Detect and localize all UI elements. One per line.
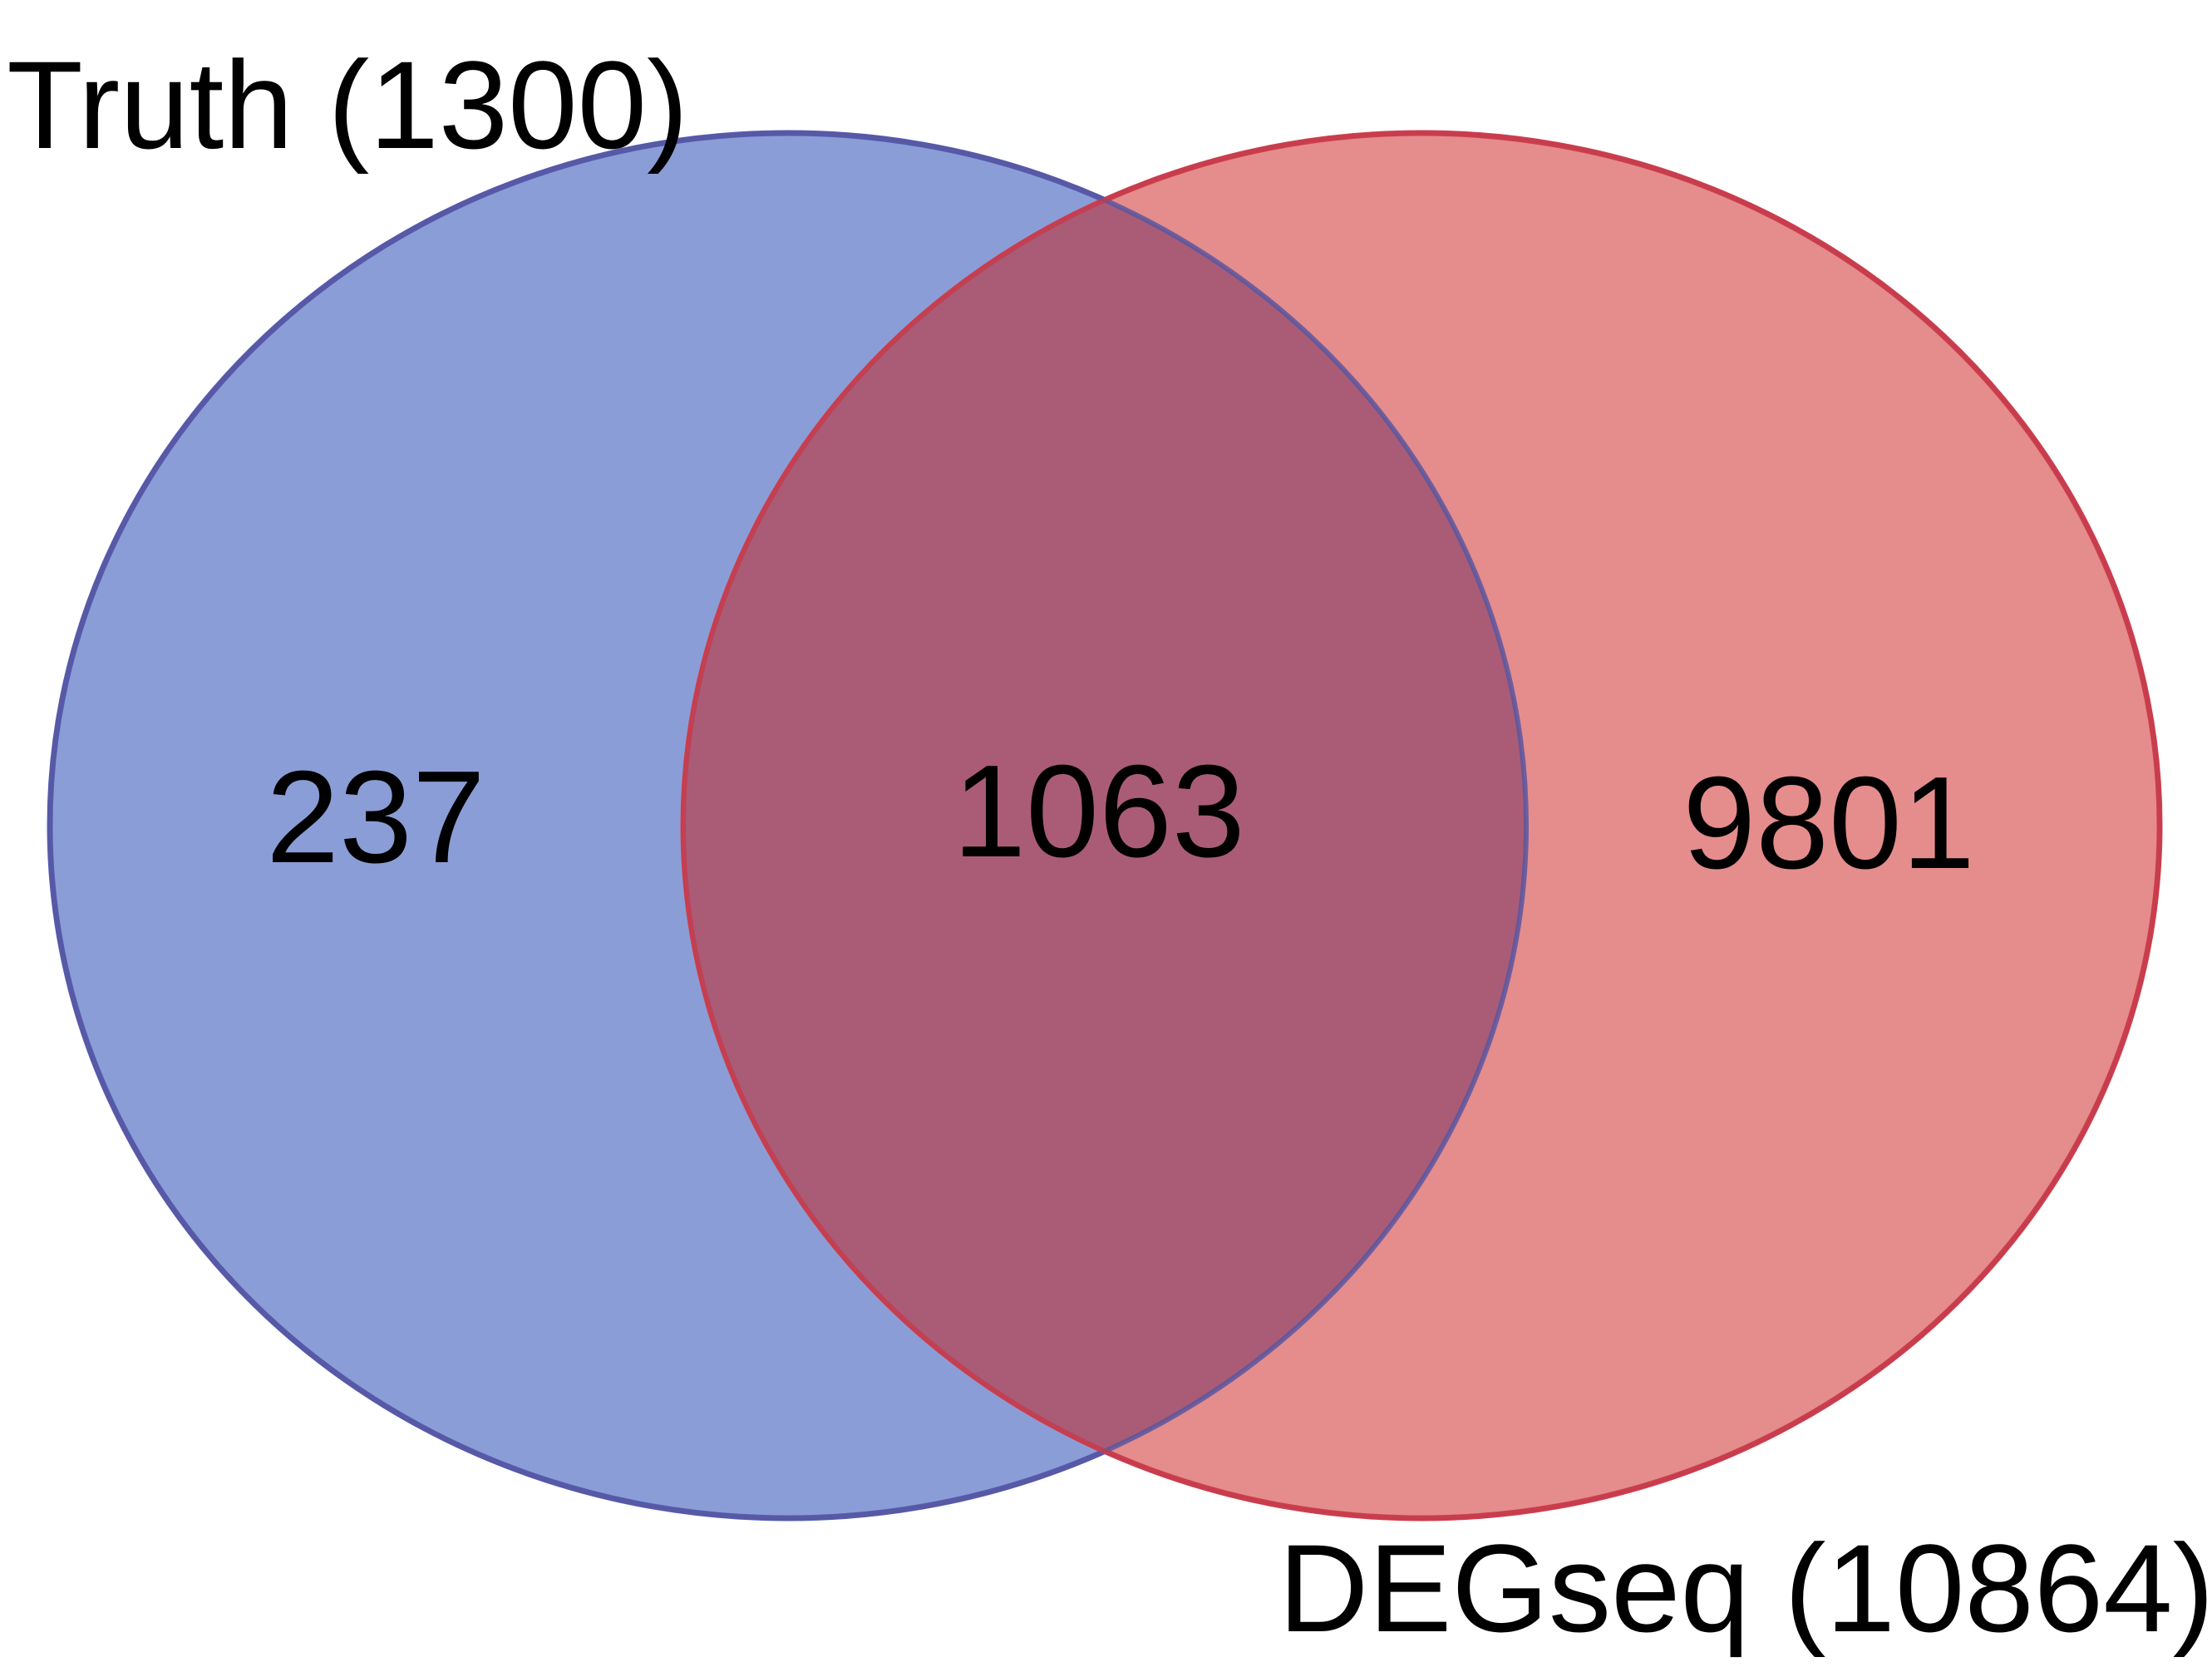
degseq-set-outline — [681, 131, 2162, 1521]
truth-set-outline — [47, 131, 1529, 1521]
degseq-set-label: DEGseq (10864) — [1278, 1518, 2212, 1658]
intersection-count: 1063 — [953, 738, 1245, 885]
truth-set-label: Truth (1300) — [7, 35, 688, 175]
overlap-region — [683, 133, 1526, 1518]
degseq-only-count: 9801 — [1682, 750, 1975, 896]
truth-only-count: 237 — [266, 744, 485, 890]
